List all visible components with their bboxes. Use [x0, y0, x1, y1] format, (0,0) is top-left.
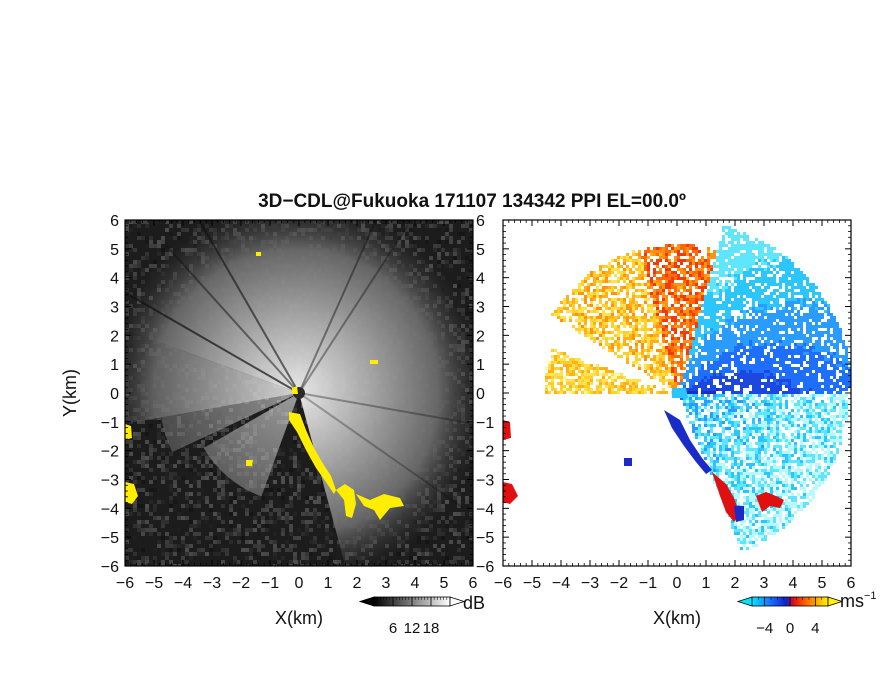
x-tick-label: 0 [295, 575, 304, 592]
colorbar-tick-label: 6 [389, 620, 397, 637]
x-tick-label: −1 [639, 575, 657, 592]
x-tick-label: 2 [731, 575, 740, 592]
y-tick-label-right: −2 [476, 444, 494, 461]
x-tick-label: 5 [440, 575, 449, 592]
x-tick-label: −4 [552, 575, 570, 592]
y-tick-label: 4 [110, 271, 119, 288]
x-tick-label: −2 [232, 575, 250, 592]
x-tick-label: −3 [581, 575, 599, 592]
x-tick-label: −6 [116, 575, 134, 592]
x-tick-label: 1 [702, 575, 711, 592]
x-tick-label: 2 [353, 575, 362, 592]
x-tick-label: 3 [382, 575, 391, 592]
x-axis-label-right: X(km) [653, 608, 701, 628]
panel-snr-ticks: −6 −5 −4 −3 −2 −1 0 1 2 3 4 5 66 65 54 43 32 21 10 0−1 −1−2−… [101, 213, 495, 592]
x-axis-label-left: X(km) [275, 608, 323, 628]
chart-title: 3D−CDL@Fukuoka 171107 134342 PPI EL=00.0… [258, 191, 686, 212]
x-tick-label: −1 [261, 575, 279, 592]
colorbar-snr-high-arrow [449, 596, 466, 607]
x-tick-label: −3 [203, 575, 221, 592]
colorbar-tick-label: 4 [811, 620, 819, 637]
y-tick-label-right: 3 [476, 300, 485, 317]
colorbar-velocity-high-arrow [827, 596, 844, 607]
x-tick-label: −5 [145, 575, 163, 592]
y-tick-label-right: 0 [476, 386, 485, 403]
y-tick-label: −2 [101, 444, 119, 461]
x-tick-label: −6 [494, 575, 512, 592]
colorbar-tick-label: 0 [786, 620, 794, 637]
x-tick-label: 5 [818, 575, 827, 592]
snr-beam-layer [125, 220, 473, 566]
panel-velocity: −6 −5 −4 −3 −2 −1 0 1 2 3 4 5 6 [494, 219, 856, 592]
y-tick-label-right: 2 [476, 328, 485, 345]
colorbar-tick-label: 18 [423, 620, 440, 637]
y-tick-label: −6 [101, 559, 119, 576]
y-tick-label: 3 [110, 300, 119, 317]
x-tick-label: 4 [789, 575, 798, 592]
y-tick-label-right: −5 [476, 530, 494, 547]
snr-highlight-layer [125, 252, 404, 520]
x-tick-label: 0 [673, 575, 682, 592]
y-tick-label: −5 [101, 530, 119, 547]
y-tick-label-right: 4 [476, 271, 485, 288]
y-tick-label-right: 1 [476, 357, 485, 374]
colorbar-velocity-low-arrow [736, 596, 753, 607]
colorbar-velocity: −4 0 4 ms−1 [736, 590, 877, 637]
colorbar-snr-unit: dB [463, 593, 485, 613]
y-tick-label-right: 5 [476, 242, 485, 259]
x-tick-label: −2 [610, 575, 628, 592]
x-tick-label: 6 [469, 575, 478, 592]
colorbar-velocity-ticks: −4 0 4 [751, 597, 829, 637]
y-tick-label-right: −6 [476, 559, 494, 576]
y-tick-label-right: −4 [476, 501, 494, 518]
x-tick-label: 4 [411, 575, 420, 592]
y-tick-label: 6 [110, 213, 119, 230]
y-tick-label-right: −1 [476, 415, 494, 432]
x-tick-label: 6 [847, 575, 856, 592]
colorbar-velocity-unit: ms−1 [840, 590, 877, 611]
x-tick-label: −4 [174, 575, 192, 592]
y-tick-label: 0 [110, 386, 119, 403]
y-tick-label: −3 [101, 473, 119, 490]
y-axis-label: Y(km) [60, 369, 80, 417]
colorbar-tick-label: −4 [756, 620, 773, 637]
x-tick-label: −5 [523, 575, 541, 592]
y-tick-label: −1 [101, 415, 119, 432]
colorbar-snr-ticks: 6 12 18 [373, 597, 451, 637]
colorbar-snr: 6 12 18 dB [358, 593, 485, 637]
colorbar-snr-low-arrow [358, 596, 375, 607]
y-tick-label: 1 [110, 357, 119, 374]
y-tick-label: −4 [101, 501, 119, 518]
y-tick-label-right: −3 [476, 473, 494, 490]
x-tick-label: 3 [760, 575, 769, 592]
velocity-pixel-layer [503, 226, 851, 550]
colorbar-tick-label: 12 [404, 620, 421, 637]
panel-snr: −6 −5 −4 −3 −2 −1 0 1 2 3 4 5 66 65 54 43 32 21 10 0−1 −1−2−… [101, 213, 495, 592]
y-tick-label: 2 [110, 328, 119, 345]
panel-velocity-ticks: −6 −5 −4 −3 −2 −1 0 1 2 3 4 5 6 [494, 219, 856, 592]
y-tick-label: 5 [110, 242, 119, 259]
y-tick-label-right: 6 [476, 213, 485, 230]
x-tick-label: 1 [324, 575, 333, 592]
